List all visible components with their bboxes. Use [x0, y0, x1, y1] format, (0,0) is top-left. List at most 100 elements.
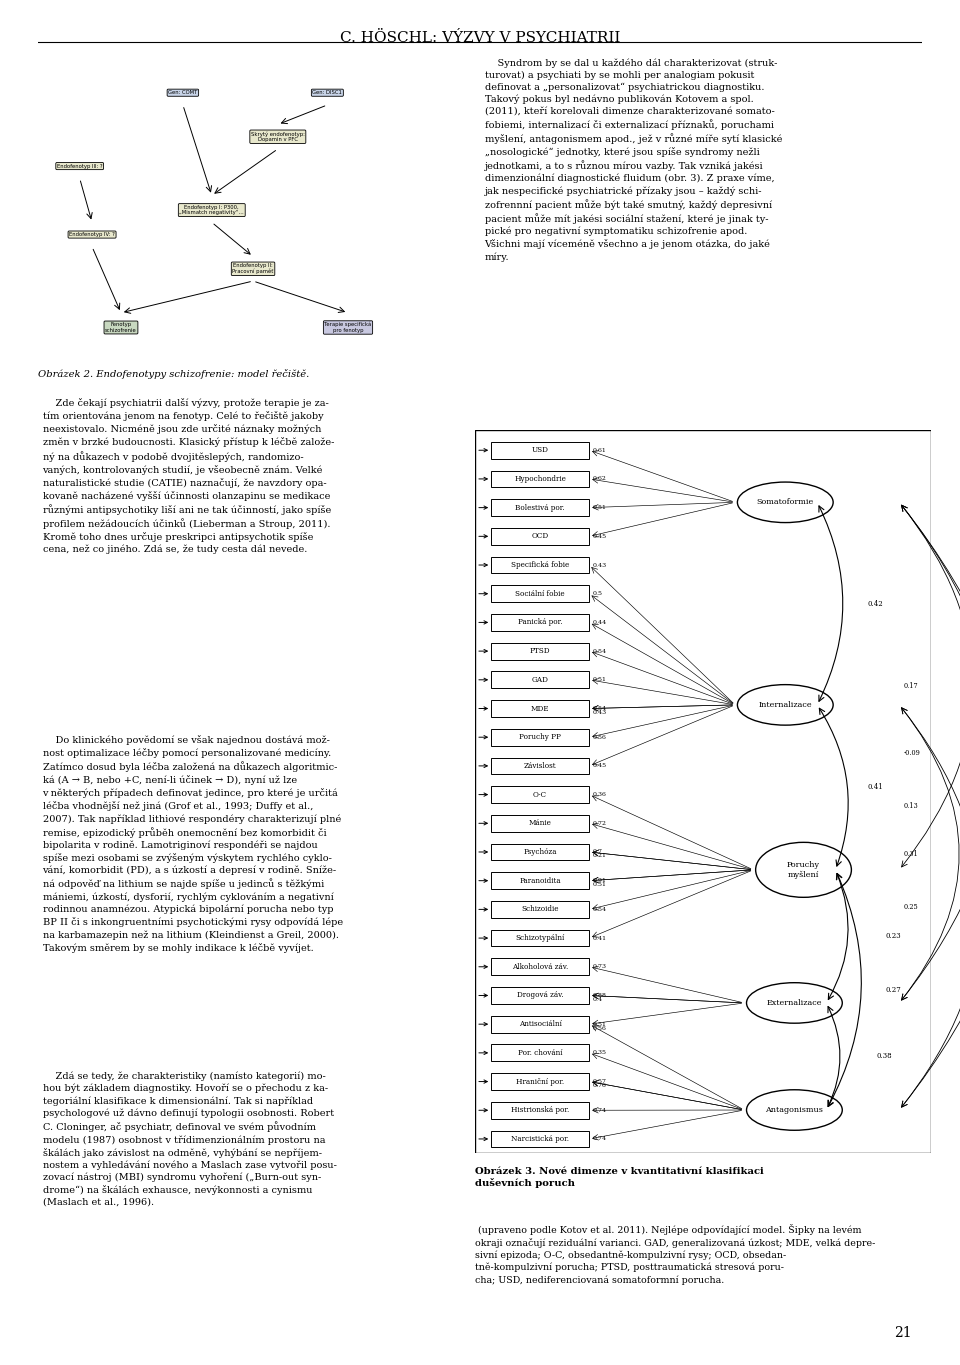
Text: 0.38: 0.38 [876, 1052, 892, 1061]
Text: PTSD: PTSD [530, 647, 550, 655]
Ellipse shape [756, 842, 852, 897]
Bar [492, 700, 589, 717]
Text: Skrytý endofenotyp:
Dopamin v PFC: Skrytý endofenotyp: Dopamin v PFC [251, 131, 304, 142]
Text: 0.91: 0.91 [593, 878, 607, 883]
Text: Závislost: Závislost [524, 762, 557, 770]
Bar [492, 786, 589, 803]
Bar [492, 471, 589, 487]
Text: Endofenotyp II:
Pracovní paměť: Endofenotyp II: Pracovní paměť [232, 263, 274, 274]
Text: 0.21: 0.21 [593, 853, 607, 859]
Text: Drogová záv.: Drogová záv. [516, 991, 564, 999]
Text: 0.41: 0.41 [593, 935, 607, 940]
Text: 0.56: 0.56 [593, 1025, 607, 1031]
Text: 0.45: 0.45 [593, 763, 607, 768]
Text: 0.51: 0.51 [593, 882, 607, 887]
Text: 0.62: 0.62 [593, 476, 607, 482]
Text: 0.44: 0.44 [593, 620, 607, 625]
Text: 0.73: 0.73 [593, 964, 607, 969]
Text: 0.56: 0.56 [593, 734, 607, 740]
Text: Hypochondrie: Hypochondrie [515, 475, 566, 483]
Bar [492, 1073, 589, 1091]
Text: Poruchy PP: Poruchy PP [519, 733, 561, 741]
Text: Por. chování: Por. chování [518, 1048, 563, 1057]
Text: -0.09: -0.09 [903, 748, 921, 756]
Text: Antisociální: Antisociální [518, 1020, 562, 1028]
Text: 0.54: 0.54 [593, 906, 607, 912]
Text: Externalizace: Externalizace [767, 999, 822, 1007]
Bar [492, 901, 589, 917]
Text: Specifická fobie: Specifická fobie [511, 561, 569, 569]
Text: 0.41: 0.41 [867, 784, 883, 792]
Text: 0.72: 0.72 [593, 820, 607, 826]
Text: 0.51: 0.51 [593, 505, 607, 511]
Text: Do klinického povědomí se však najednou dostává mož-
nost optimalizace léčby pom: Do klinického povědomí se však najednou … [42, 734, 343, 953]
Text: 0.36: 0.36 [593, 792, 607, 797]
Text: Zde čekají psychiatrii další výzvy, protože terapie je za-
tím orientována jenom: Zde čekají psychiatrii další výzvy, prot… [42, 399, 334, 554]
Text: 0.5: 0.5 [593, 591, 603, 597]
Text: O-C: O-C [533, 790, 547, 799]
Text: Terapie specifická
pro fenotyp: Terapie specifická pro fenotyp [324, 322, 372, 333]
Text: 0.17: 0.17 [903, 682, 919, 691]
Text: MDE: MDE [531, 704, 549, 713]
Text: 0.51: 0.51 [593, 677, 607, 682]
Text: Narcistická por.: Narcistická por. [511, 1134, 569, 1143]
Bar [492, 672, 589, 688]
Text: Hraniční por.: Hraniční por. [516, 1077, 564, 1085]
Text: 0.43: 0.43 [593, 562, 607, 568]
Text: 0.31: 0.31 [903, 850, 919, 859]
Text: 0.43: 0.43 [593, 710, 607, 715]
Text: Endofenotyp I: P300,
„Mismatch negativity“…: Endofenotyp I: P300, „Mismatch negativit… [180, 205, 244, 216]
Text: Panická por.: Panická por. [518, 618, 563, 627]
Text: Alkoholová záv.: Alkoholová záv. [512, 962, 568, 971]
Bar [492, 614, 589, 631]
Text: Obrázek 2. Endofenotypy schizofrenie: model řečiště.: Obrázek 2. Endofenotypy schizofrenie: mo… [38, 369, 310, 378]
Text: Mánie: Mánie [529, 819, 552, 827]
Text: GAD: GAD [532, 676, 548, 684]
Text: 0.61: 0.61 [593, 448, 607, 453]
Text: Bolestivá por.: Bolestivá por. [516, 504, 565, 512]
Bar [492, 1130, 589, 1148]
Text: Schizotypální: Schizotypální [516, 934, 564, 942]
Text: 21: 21 [895, 1327, 912, 1340]
Text: Paranoidita: Paranoidita [519, 876, 561, 885]
Text: 0.45: 0.45 [593, 534, 607, 539]
Bar [492, 930, 589, 946]
Bar [492, 557, 589, 573]
Text: 0.88: 0.88 [593, 992, 607, 998]
Text: 0.42: 0.42 [867, 599, 883, 607]
Text: 0.74: 0.74 [593, 1137, 607, 1141]
Text: 0.27: 0.27 [885, 986, 901, 994]
Text: 0.54: 0.54 [593, 648, 607, 654]
Text: Sociální fobie: Sociální fobie [516, 590, 565, 598]
Text: Fenotyp
schizofrenie: Fenotyp schizofrenie [105, 322, 137, 333]
Text: Internalizace: Internalizace [758, 700, 812, 708]
Text: Gen: COMT: Gen: COMT [168, 90, 198, 96]
Bar [492, 844, 589, 860]
Text: Gen: DISC1: Gen: DISC1 [312, 90, 343, 96]
Text: Endofenotyp IV: ?: Endofenotyp IV: ? [69, 232, 115, 238]
Text: 0.35: 0.35 [593, 1050, 607, 1055]
Bar [492, 643, 589, 659]
Bar [492, 1102, 589, 1119]
Bar [492, 442, 589, 459]
Text: Somatoformie: Somatoformie [756, 498, 814, 506]
Text: 0.7: 0.7 [593, 849, 603, 854]
Ellipse shape [747, 1089, 842, 1130]
Text: 0.23: 0.23 [885, 932, 901, 940]
Text: Endofenotyp III: ?: Endofenotyp III: ? [57, 164, 103, 168]
Bar [492, 500, 589, 516]
Text: Antagonismus: Antagonismus [765, 1106, 824, 1114]
Bar [492, 1044, 589, 1061]
Text: C. HÖSCHL: VÝZVY V PSYCHIATRII: C. HÖSCHL: VÝZVY V PSYCHIATRII [340, 31, 620, 45]
Text: Syndrom by se dal u každého dál charakterizovat (struk-
turovat) a psychiati by : Syndrom by se dal u každého dál charakte… [485, 59, 781, 262]
Bar [492, 815, 589, 831]
Text: 0.57: 0.57 [593, 1080, 607, 1084]
Text: 0.51: 0.51 [593, 1021, 607, 1026]
Text: 0.4: 0.4 [593, 996, 603, 1002]
Text: 0.13: 0.13 [903, 803, 919, 811]
Text: OCD: OCD [532, 532, 549, 541]
Bar [492, 872, 589, 889]
Text: (upraveno podle Kotov et al. 2011). Nejlépe odpovídající model. Šipky na levém
o: (upraveno podle Kotov et al. 2011). Nejl… [475, 1224, 876, 1284]
Text: USD: USD [532, 446, 548, 455]
Text: 0.74: 0.74 [593, 1108, 607, 1112]
